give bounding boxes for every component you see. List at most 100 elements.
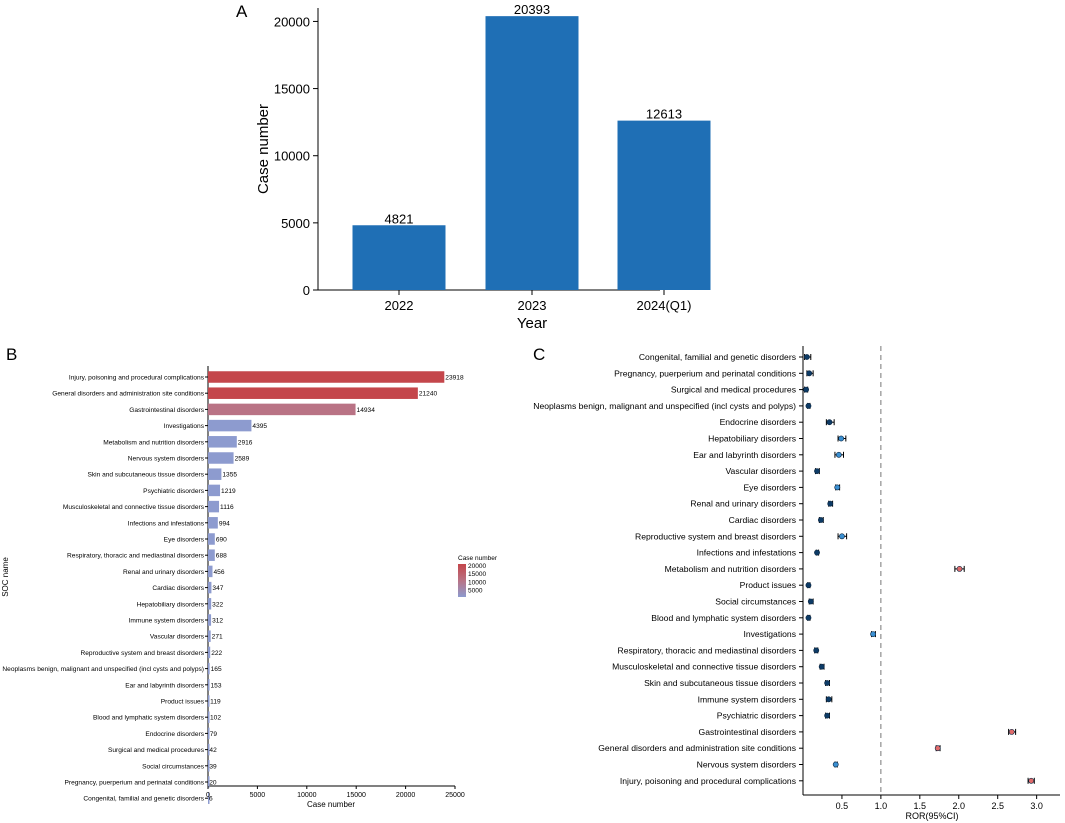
- c-category-label: Investigations: [743, 629, 796, 639]
- b-bar-value-label: 1219: [221, 488, 236, 495]
- c-point: [814, 549, 820, 556]
- c-point: [956, 566, 963, 572]
- b-category-label: Congenital, familial and genetic disorde…: [83, 796, 204, 803]
- b-x-tick-label: 25000: [445, 792, 465, 799]
- a-y-tick-label: 5000: [281, 216, 310, 231]
- a-x-tick-label: 2022: [385, 298, 414, 313]
- c-category-label: Cardiac disorders: [729, 515, 796, 525]
- b-bar-value-label: 39: [209, 763, 217, 770]
- c-category-label: Respiratory, thoracic and mediastinal di…: [618, 645, 796, 655]
- c-point: [813, 647, 820, 654]
- b-bar-value-label: 14934: [357, 407, 376, 414]
- b-bar: [208, 695, 210, 707]
- c-point: [803, 386, 810, 393]
- c-category-label: Injury, poisoning and procedural complic…: [620, 776, 796, 786]
- b-bar: [208, 452, 234, 464]
- a-y-tick-label: 10000: [274, 149, 310, 164]
- b-bar: [208, 760, 210, 772]
- b-bar-value-label: 456: [214, 569, 225, 576]
- b-bar: [208, 565, 213, 578]
- c-x-tick-label: 3.0: [1030, 801, 1043, 811]
- b-bar: [208, 614, 212, 626]
- b-bar-value-label: 688: [216, 553, 227, 560]
- b-legend-entry: 15000: [468, 571, 486, 578]
- b-category-label: Product issues: [161, 699, 205, 706]
- b-category-label: Skin and subcutaneous tissue disorders: [87, 472, 204, 479]
- b-bar-value-label: 21240: [419, 391, 438, 398]
- c-x-tick-label: 0.5: [836, 801, 849, 811]
- chart-a: 0 5000 10000 15000 20000 4821 2022 20393 2023 126…: [255, 2, 711, 332]
- a-y-axis-title: Case number: [255, 104, 272, 194]
- c-point: [870, 631, 876, 637]
- c-x-axis-title: ROR(95%CI): [905, 811, 958, 821]
- b-bar: [208, 711, 210, 723]
- b-bar: [208, 484, 221, 497]
- b-category-label: Ear and labyrinth disorders: [125, 682, 205, 689]
- b-category-label: Surgical and medical procedures: [108, 747, 205, 754]
- c-point: [805, 402, 812, 409]
- b-x-tick-label: 10000: [297, 792, 317, 799]
- b-bar-value-label: 271: [212, 634, 223, 641]
- c-x-tick-label: 2.5: [991, 801, 1004, 811]
- b-bar: [208, 776, 210, 788]
- a-x-tick-label: 2024(Q1): [637, 298, 692, 313]
- b-category-label: Injury, poisoning and procedural complic…: [69, 375, 205, 382]
- b-bar: [208, 646, 211, 659]
- b-bar: [208, 517, 218, 529]
- c-point: [824, 680, 831, 686]
- b-category-label: Blood and lymphatic system disorders: [93, 715, 205, 722]
- c-category-label: Product issues: [740, 580, 796, 590]
- c-point: [934, 745, 941, 752]
- chart-b: Injury, poisoning and procedural complic…: [1, 366, 498, 809]
- c-category-label: Skin and subcutaneous tissue disorders: [644, 678, 796, 688]
- b-bar-value-label: 994: [219, 520, 230, 527]
- b-category-label: Renal and urinary disorders: [123, 569, 205, 576]
- c-category-label: Gastrointestinal disorders: [699, 727, 796, 737]
- b-bar: [208, 371, 445, 383]
- b-y-axis-title: SOC name: [1, 557, 10, 597]
- b-bar: [208, 533, 215, 545]
- b-legend-title: Case number: [458, 555, 498, 562]
- c-category-label: Nervous system disorders: [697, 760, 796, 770]
- a-bar-value-label: 4821: [385, 211, 414, 226]
- c-category-label: Hepatobiliary disorders: [708, 434, 796, 444]
- b-category-label: Metabolism and nutrition disorders: [103, 439, 204, 446]
- b-category-label: Eye disorders: [164, 537, 205, 544]
- b-category-label: Neoplasms benign, malignant and unspecif…: [2, 666, 204, 673]
- a-bar-value-label: 12613: [646, 107, 682, 122]
- b-category-label: Endocrine disorders: [145, 731, 204, 738]
- c-point: [834, 484, 841, 491]
- c-point: [818, 663, 825, 670]
- c-category-label: Vascular disorders: [725, 466, 796, 476]
- c-category-label: Renal and urinary disorders: [690, 499, 796, 509]
- c-category-label: Neoplasms benign, malignant and unspecif…: [533, 401, 796, 411]
- b-bar-value-label: 102: [210, 715, 221, 722]
- panel-label-b: B: [6, 345, 17, 364]
- c-point: [824, 712, 831, 719]
- b-category-label: Vascular disorders: [150, 634, 205, 641]
- b-bar: [208, 387, 418, 399]
- b-bar-value-label: 347: [212, 585, 223, 592]
- c-point: [807, 598, 814, 605]
- c-category-label: Musculoskeletal and connective tissue di…: [612, 662, 796, 672]
- b-category-label: Infections and infestations: [128, 520, 205, 527]
- c-point: [1028, 777, 1035, 784]
- b-bar-value-label: 23918: [445, 375, 464, 382]
- b-bar-value-label: 312: [212, 618, 223, 625]
- c-category-label: Reproductive system and breast disorders: [635, 531, 796, 541]
- b-legend-entry: 10000: [468, 579, 486, 586]
- c-point: [835, 451, 842, 458]
- a-bar: [617, 120, 711, 290]
- a-y-tick-label: 0: [303, 283, 310, 298]
- b-bar: [208, 403, 356, 416]
- b-x-tick-label: 20000: [396, 792, 416, 799]
- b-bar-value-label: 1116: [220, 504, 234, 511]
- c-point: [827, 500, 834, 507]
- b-category-label: Investigations: [164, 423, 205, 430]
- b-bar: [208, 727, 210, 740]
- c-point: [826, 419, 833, 426]
- b-bar-value-label: 690: [216, 537, 227, 544]
- b-bar-value-label: 165: [211, 666, 222, 673]
- b-legend-colorbar: [458, 564, 466, 597]
- b-bar-value-label: 4395: [252, 423, 267, 430]
